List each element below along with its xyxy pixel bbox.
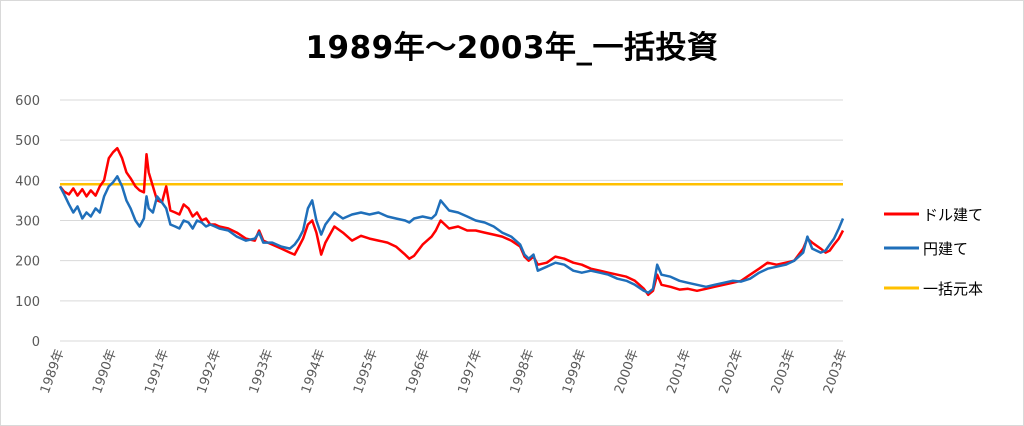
x-tick-label-2: 1991年	[142, 347, 172, 395]
legend-label-0: ドル建て	[923, 206, 983, 224]
series-line-1	[58, 175, 845, 295]
legend-label-1: 円建て	[923, 240, 968, 258]
series-line-0	[59, 146, 845, 297]
x-tick-label-7: 1996年	[403, 347, 433, 395]
y-tick-label-100: 100	[15, 295, 40, 310]
x-tick-label-6: 1995年	[351, 347, 381, 395]
y-tick-label-400: 400	[15, 174, 40, 189]
x-tick-label-5: 1994年	[299, 347, 329, 395]
x-tick-label-3: 1992年	[194, 347, 224, 395]
x-tick-label-14: 2003年	[769, 347, 799, 395]
y-tick-label-200: 200	[15, 255, 40, 270]
x-tick-label-9: 1998年	[508, 347, 538, 395]
y-tick-label-300: 300	[15, 215, 40, 230]
x-tick-label-12: 2001年	[664, 347, 694, 395]
x-tick-label-1: 1990年	[90, 347, 120, 395]
x-tick-label-8: 1997年	[455, 347, 485, 395]
y-tick-label-500: 500	[15, 134, 40, 149]
x-tick-label-15: 2003年	[821, 347, 851, 395]
x-tick-label-0: 1989年	[38, 347, 68, 395]
y-tick-label-600: 600	[15, 94, 40, 109]
x-tick-label-10: 1999年	[560, 347, 590, 395]
x-tick-label-13: 2002年	[716, 347, 746, 395]
x-tick-label-4: 1993年	[247, 347, 277, 395]
y-tick-label-0: 0	[32, 335, 40, 350]
x-tick-label-11: 2000年	[612, 347, 642, 395]
chart-title: 1989年～2003年_一括投資	[305, 30, 719, 66]
legend-label-2: 一括元本	[923, 280, 983, 298]
